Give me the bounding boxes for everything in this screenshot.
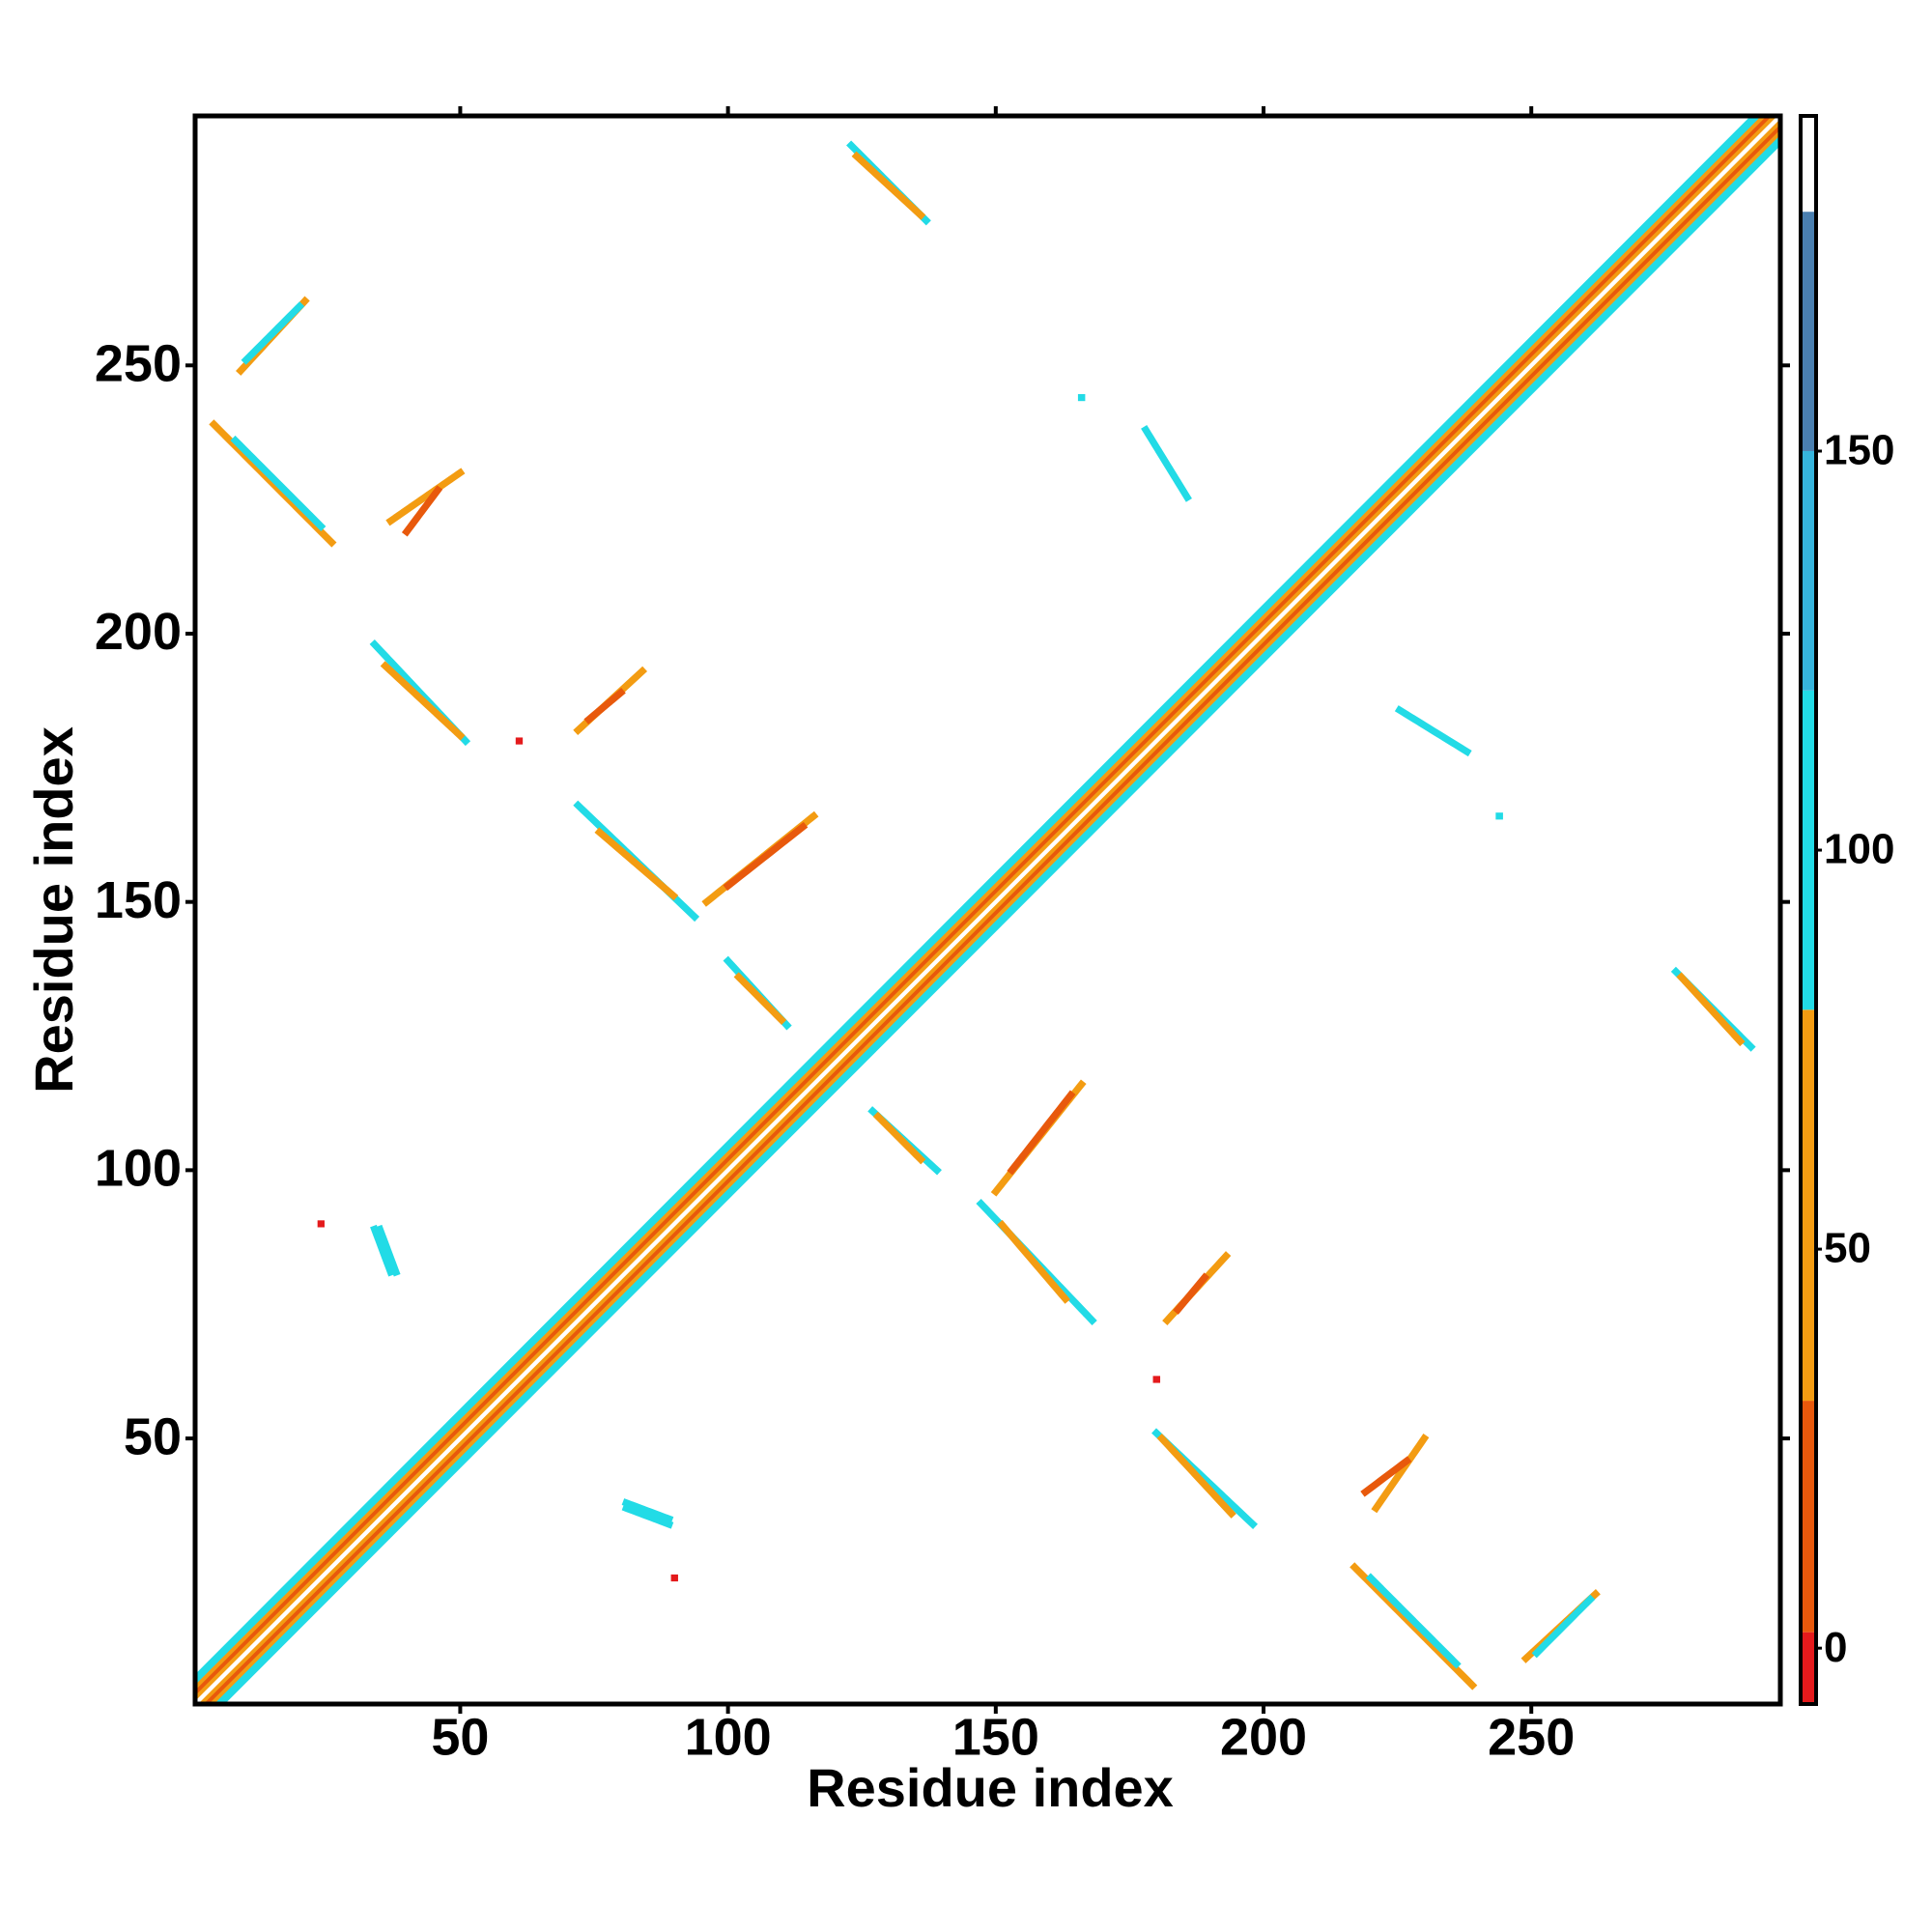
contact — [621, 1503, 674, 1529]
contact — [1007, 1090, 1076, 1176]
contact — [401, 483, 444, 537]
x-tick-label: 200 — [1220, 1708, 1307, 1766]
x-tick-label: 250 — [1488, 1708, 1575, 1766]
diagonal-band — [193, 114, 1766, 1690]
y-tick-label: 100 — [95, 1140, 182, 1198]
diagonal-band — [193, 114, 1755, 1679]
contact — [1360, 1455, 1413, 1497]
contact — [241, 301, 305, 365]
contact — [1531, 1594, 1596, 1659]
contact — [621, 1498, 674, 1524]
diagonal-band — [193, 114, 1776, 1700]
x-axis-title: Residue index — [807, 1757, 1174, 1818]
plot-area — [193, 114, 1782, 1706]
contact — [375, 1224, 401, 1277]
x-tick-label: 50 — [431, 1708, 489, 1766]
contact — [1676, 972, 1746, 1047]
y-tick-label: 250 — [95, 335, 182, 393]
contact — [996, 1218, 1070, 1304]
contact — [370, 1224, 395, 1277]
contact — [872, 1111, 926, 1165]
diagonal-band — [193, 114, 1772, 1695]
diagonal-band — [204, 125, 1782, 1706]
contact — [1371, 1434, 1430, 1514]
colorbar-tick-label: 150 — [1824, 427, 1894, 474]
colorbar-bin — [1803, 212, 1814, 451]
contact — [1156, 1433, 1236, 1519]
contact — [733, 972, 787, 1025]
y-tick-label: 150 — [95, 871, 182, 929]
diagonal-band — [210, 130, 1782, 1706]
colorbar-bin — [1803, 450, 1814, 691]
colorbar-bin — [1803, 690, 1814, 1010]
contact — [1365, 1573, 1462, 1669]
contact — [209, 419, 337, 548]
plot-frame — [192, 113, 1783, 1707]
contact — [380, 661, 466, 741]
contact — [1350, 1562, 1478, 1690]
y-tick-label: 200 — [95, 603, 182, 661]
diagonal-band — [214, 135, 1782, 1706]
diagonal-band — [193, 114, 1761, 1685]
colorbar-tick-label: 100 — [1824, 826, 1894, 873]
diagonal-band — [199, 120, 1782, 1706]
contact — [723, 821, 809, 892]
y-axis-title: Residue index — [23, 726, 84, 1094]
diagonal-band — [193, 114, 1782, 1706]
y-tick-label: 50 — [124, 1407, 182, 1465]
contact — [1141, 424, 1194, 505]
diagonal-band — [220, 141, 1782, 1706]
contact — [851, 151, 926, 220]
contact — [583, 687, 626, 724]
colorbar-frame — [1799, 114, 1818, 1706]
contact — [385, 468, 466, 526]
contact — [594, 827, 680, 902]
contact — [230, 435, 327, 531]
colorbar-bin — [1803, 1401, 1814, 1633]
x-tick-label: 150 — [952, 1708, 1039, 1766]
colorbar-bin — [1803, 1009, 1814, 1402]
contact — [1173, 1272, 1210, 1315]
colorbar-bin — [1803, 1632, 1814, 1704]
contact — [1392, 703, 1472, 757]
colorbar-tick-label: 0 — [1824, 1624, 1847, 1671]
colorbar-tick-label: 50 — [1824, 1225, 1871, 1272]
x-tick-label: 100 — [685, 1708, 772, 1766]
colorbar-bin — [1803, 116, 1814, 213]
